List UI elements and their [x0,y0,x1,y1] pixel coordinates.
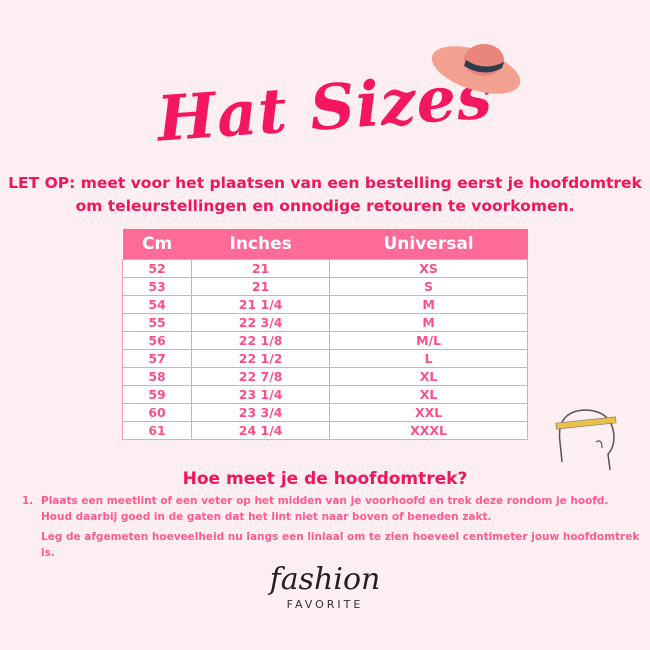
header-universal: Universal [329,229,528,260]
step-line: Plaats een meetlint of een veter op het … [41,495,609,507]
cell-cm: 57 [121,349,193,368]
logo-word: FAVORITE [286,598,364,611]
head-measure-illustration [555,409,617,471]
cell-cm: 60 [121,403,193,422]
cell-universal: XXXL [329,421,528,440]
hat-icon [431,44,521,94]
cell-inches: 21 1/4 [191,295,331,314]
cell-inches: 22 1/2 [191,349,331,368]
cell-inches: 23 3/4 [191,403,331,422]
cell-cm: 55 [121,313,193,332]
page-title: Hat Sizes [154,59,496,156]
table-row: 59 23 1/4 XL [121,385,528,404]
cell-cm: 52 [121,259,193,278]
table-row: 54 21 1/4 M [121,295,528,314]
notice-line: om teleurstellingen en onnodige retouren… [75,197,575,215]
table-row: 61 24 1/4 XXXL [121,421,528,440]
step-number: 1. [22,495,34,507]
table-row: 53 21 S [121,277,528,296]
cell-cm: 61 [121,421,193,440]
cell-cm: 58 [121,367,193,386]
cell-cm: 59 [121,385,193,404]
cell-universal: XL [329,385,528,404]
cell-inches: 21 [191,259,331,278]
cell-universal: S [329,277,528,296]
cell-universal: M [329,313,528,332]
table-row: 58 22 7/8 XL [121,367,528,386]
table-row: 57 22 1/2 L [121,349,528,368]
cell-universal: L [329,349,528,368]
logo-script: fashion [269,562,381,597]
header-inches: Inches [191,229,330,260]
cell-inches: 23 1/4 [191,385,331,404]
size-table: Cm Inches Universal 52 21 XS 53 21 S 54 21 1/4 M… [121,229,528,440]
step-lines: Plaats een meetlint of een veter op het … [41,493,650,561]
cell-inches: 21 [191,277,331,296]
cell-universal: XXL [329,403,528,422]
cell-inches: 22 3/4 [191,313,331,332]
cell-universal: XL [329,367,528,386]
howto-heading: Hoe meet je de hoofdomtrek? [182,469,468,489]
table-row: 52 21 XS [121,259,528,278]
table-row: 56 22 1/8 M/L [121,331,528,350]
notice-text: LET OP: meet voor het plaatsen van een b… [0,172,650,218]
cell-universal: M/L [329,331,528,350]
cell-cm: 53 [121,277,193,296]
cell-universal: XS [329,259,528,278]
step-line: Houd daarbij goed in de gaten dat het li… [41,511,492,523]
table-row: 60 23 3/4 XXL [121,403,528,422]
table-row: 55 22 3/4 M [121,313,528,332]
cell-inches: 24 1/4 [191,421,331,440]
cell-cm: 54 [121,295,193,314]
cell-inches: 22 7/8 [191,367,331,386]
cell-cm: 56 [121,331,193,350]
step-line: Leg de afgemeten hoeveelheid nu langs ee… [41,531,640,559]
brand-logo: fashion FAVORITE [0,562,650,612]
notice-line: LET OP: meet voor het plaatsen van een b… [8,174,642,192]
howto-steps: 1. Plaats een meetlint of een veter op h… [22,493,650,561]
header-cm: Cm [122,229,192,260]
cell-inches: 22 1/8 [191,331,331,350]
cell-universal: M [329,295,528,314]
